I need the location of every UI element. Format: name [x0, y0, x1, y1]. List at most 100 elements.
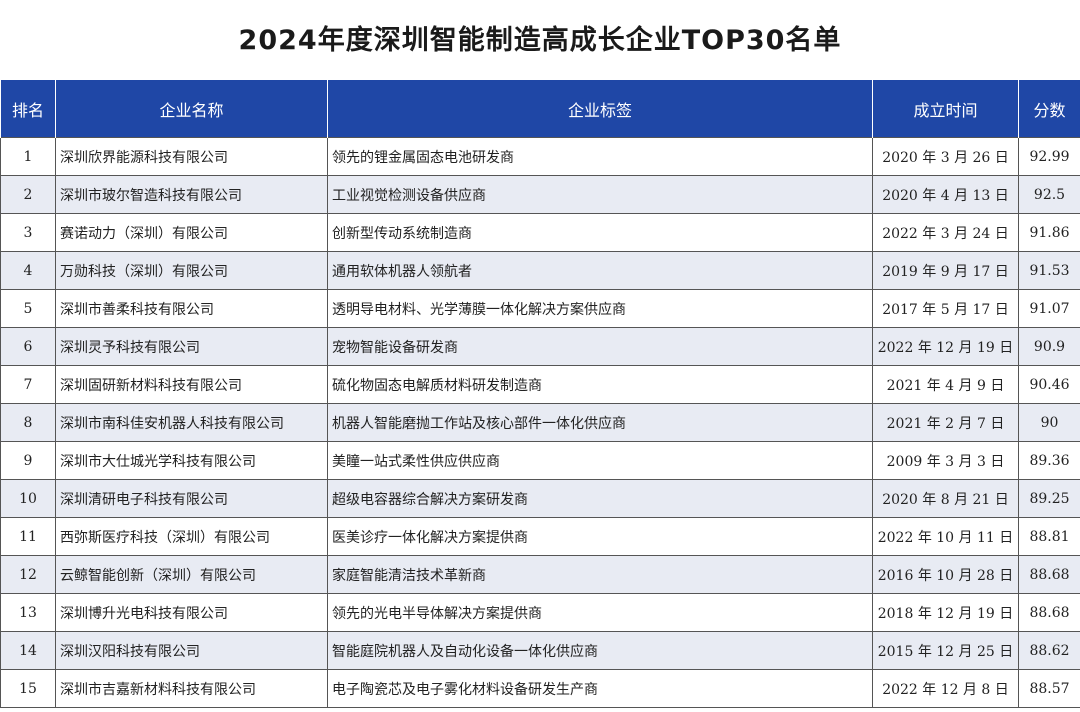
- column-header: 成立时间: [872, 80, 1019, 138]
- rank: 12: [0, 555, 56, 594]
- score: 89.36: [1018, 441, 1080, 480]
- score: 91.86: [1018, 213, 1080, 252]
- score: 89.25: [1018, 479, 1080, 518]
- column-header: 分数: [1018, 80, 1080, 138]
- score: 92.99: [1018, 137, 1080, 176]
- table-row: 10 深圳清研电子科技有限公司 超级电容器综合解决方案研发商 2020 年 8 月 2…: [0, 479, 1080, 518]
- founded-date: 2022 年 10 月 11 日: [872, 517, 1019, 556]
- company-tag: 透明导电材料、光学薄膜一体化解决方案供应商: [327, 289, 873, 328]
- table-row: 1 深圳欣界能源科技有限公司 领先的锂金属固态电池研发商 2020 年 3 月 26 …: [0, 137, 1080, 176]
- company-name: 深圳市玻尔智造科技有限公司: [55, 175, 328, 214]
- founded-date: 2022 年 12 月 8 日: [872, 669, 1019, 708]
- founded-date: 2009 年 3 月 3 日: [872, 441, 1019, 480]
- rank: 10: [0, 479, 56, 518]
- title: 2024年度深圳智能制造高成长企业TOP30名单: [238, 25, 842, 56]
- rank: 2: [0, 175, 56, 214]
- founded-date: 2020 年 4 月 13 日: [872, 175, 1019, 214]
- founded-date: 2021 年 2 月 7 日: [872, 403, 1019, 442]
- table-row: 14 深圳汉阳科技有限公司 智能庭院机器人及自动化设备一体化供应商 2015 年 12…: [0, 631, 1080, 670]
- column-header: 排名: [0, 80, 56, 138]
- company-name: 深圳博升光电科技有限公司: [55, 593, 328, 632]
- rank: 5: [0, 289, 56, 328]
- rank: 3: [0, 213, 56, 252]
- company-tag: 机器人智能磨抛工作站及核心部件一体化供应商: [327, 403, 873, 442]
- company-tag: 工业视觉检测设备供应商: [327, 175, 873, 214]
- company-tag: 电子陶瓷芯及电子雾化材料设备研发生产商: [327, 669, 873, 708]
- rank: 13: [0, 593, 56, 632]
- score: 91.53: [1018, 251, 1080, 290]
- header-row: 排名 企业名称 企业标签 成立时间 分数: [0, 80, 1080, 138]
- table-row: 12 云鲸智能创新（深圳）有限公司 家庭智能清洁技术革新商 2016 年 10 月 2…: [0, 555, 1080, 594]
- score: 90.46: [1018, 365, 1080, 404]
- company-tag: 领先的锂金属固态电池研发商: [327, 137, 873, 176]
- ranking-table: 排名 企业名称 企业标签 成立时间 分数 1 深圳欣界能源科技有限公司 领先的锂金属固态电池…: [0, 80, 1080, 708]
- rank: 14: [0, 631, 56, 670]
- company-tag: 硫化物固态电解质材料研发制造商: [327, 365, 873, 404]
- rank: 15: [0, 669, 56, 708]
- score: 91.07: [1018, 289, 1080, 328]
- table-row: 6 深圳灵予科技有限公司 宠物智能设备研发商 2022 年 12 月 19 日 90.9: [0, 327, 1080, 366]
- table-row: 15 深圳市吉嘉新材料科技有限公司 电子陶瓷芯及电子雾化材料设备研发生产商 2022 …: [0, 669, 1080, 708]
- rank: 9: [0, 441, 56, 480]
- founded-date: 2022 年 3 月 24 日: [872, 213, 1019, 252]
- rank: 6: [0, 327, 56, 366]
- rank: 7: [0, 365, 56, 404]
- company-tag: 通用软体机器人领航者: [327, 251, 873, 290]
- company-name: 深圳市南科佳安机器人科技有限公司: [55, 403, 328, 442]
- company-name: 深圳市善柔科技有限公司: [55, 289, 328, 328]
- founded-date: 2018 年 12 月 19 日: [872, 593, 1019, 632]
- company-tag: 医美诊疗一体化解决方案提供商: [327, 517, 873, 556]
- founded-date: 2022 年 12 月 19 日: [872, 327, 1019, 366]
- founded-date: 2016 年 10 月 28 日: [872, 555, 1019, 594]
- score: 88.68: [1018, 555, 1080, 594]
- rank: 11: [0, 517, 56, 556]
- rank: 4: [0, 251, 56, 290]
- table-row: 2 深圳市玻尔智造科技有限公司 工业视觉检测设备供应商 2020 年 4 月 13 日…: [0, 175, 1080, 214]
- company-name: 云鲸智能创新（深圳）有限公司: [55, 555, 328, 594]
- company-name: 深圳灵予科技有限公司: [55, 327, 328, 366]
- table-row: 11 西弥斯医疗科技（深圳）有限公司 医美诊疗一体化解决方案提供商 2022 年 10…: [0, 517, 1080, 556]
- company-tag: 家庭智能清洁技术革新商: [327, 555, 873, 594]
- column-header: 企业名称: [55, 80, 328, 138]
- company-name: 深圳市吉嘉新材料科技有限公司: [55, 669, 328, 708]
- founded-date: 2020 年 3 月 26 日: [872, 137, 1019, 176]
- rank: 1: [0, 137, 56, 176]
- table-row: 8 深圳市南科佳安机器人科技有限公司 机器人智能磨抛工作站及核心部件一体化供应商 20…: [0, 403, 1080, 442]
- founded-date: 2020 年 8 月 21 日: [872, 479, 1019, 518]
- score: 90: [1018, 403, 1080, 442]
- score: 88.68: [1018, 593, 1080, 632]
- founded-date: 2015 年 12 月 25 日: [872, 631, 1019, 670]
- company-name: 赛诺动力（深圳）有限公司: [55, 213, 328, 252]
- table-row: 3 赛诺动力（深圳）有限公司 创新型传动系统制造商 2022 年 3 月 24 日 91…: [0, 213, 1080, 252]
- table-body: 1 深圳欣界能源科技有限公司 领先的锂金属固态电池研发商 2020 年 3 月 26 …: [0, 137, 1080, 708]
- company-name: 深圳固研新材料科技有限公司: [55, 365, 328, 404]
- table-row: 4 万勋科技（深圳）有限公司 通用软体机器人领航者 2019 年 9 月 17 日 91…: [0, 251, 1080, 290]
- table-row: 13 深圳博升光电科技有限公司 领先的光电半导体解决方案提供商 2018 年 12 月…: [0, 593, 1080, 632]
- company-tag: 领先的光电半导体解决方案提供商: [327, 593, 873, 632]
- score: 88.81: [1018, 517, 1080, 556]
- table-row: 7 深圳固研新材料科技有限公司 硫化物固态电解质材料研发制造商 2021 年 4 月 …: [0, 365, 1080, 404]
- founded-date: 2017 年 5 月 17 日: [872, 289, 1019, 328]
- company-name: 深圳清研电子科技有限公司: [55, 479, 328, 518]
- founded-date: 2019 年 9 月 17 日: [872, 251, 1019, 290]
- company-name: 深圳欣界能源科技有限公司: [55, 137, 328, 176]
- company-name: 深圳汉阳科技有限公司: [55, 631, 328, 670]
- table-row: 5 深圳市善柔科技有限公司 透明导电材料、光学薄膜一体化解决方案供应商 2017 年 …: [0, 289, 1080, 328]
- company-tag: 宠物智能设备研发商: [327, 327, 873, 366]
- company-tag: 美瞳一站式柔性供应供应商: [327, 441, 873, 480]
- score: 90.9: [1018, 327, 1080, 366]
- founded-date: 2021 年 4 月 9 日: [872, 365, 1019, 404]
- rank: 8: [0, 403, 56, 442]
- company-name: 万勋科技（深圳）有限公司: [55, 251, 328, 290]
- company-tag: 超级电容器综合解决方案研发商: [327, 479, 873, 518]
- column-header: 企业标签: [327, 80, 873, 138]
- table-row: 9 深圳市大仕城光学科技有限公司 美瞳一站式柔性供应供应商 2009 年 3 月 3 …: [0, 441, 1080, 480]
- score: 88.57: [1018, 669, 1080, 708]
- company-tag: 智能庭院机器人及自动化设备一体化供应商: [327, 631, 873, 670]
- score: 88.62: [1018, 631, 1080, 670]
- company-name: 西弥斯医疗科技（深圳）有限公司: [55, 517, 328, 556]
- score: 92.5: [1018, 175, 1080, 214]
- company-tag: 创新型传动系统制造商: [327, 213, 873, 252]
- company-name: 深圳市大仕城光学科技有限公司: [55, 441, 328, 480]
